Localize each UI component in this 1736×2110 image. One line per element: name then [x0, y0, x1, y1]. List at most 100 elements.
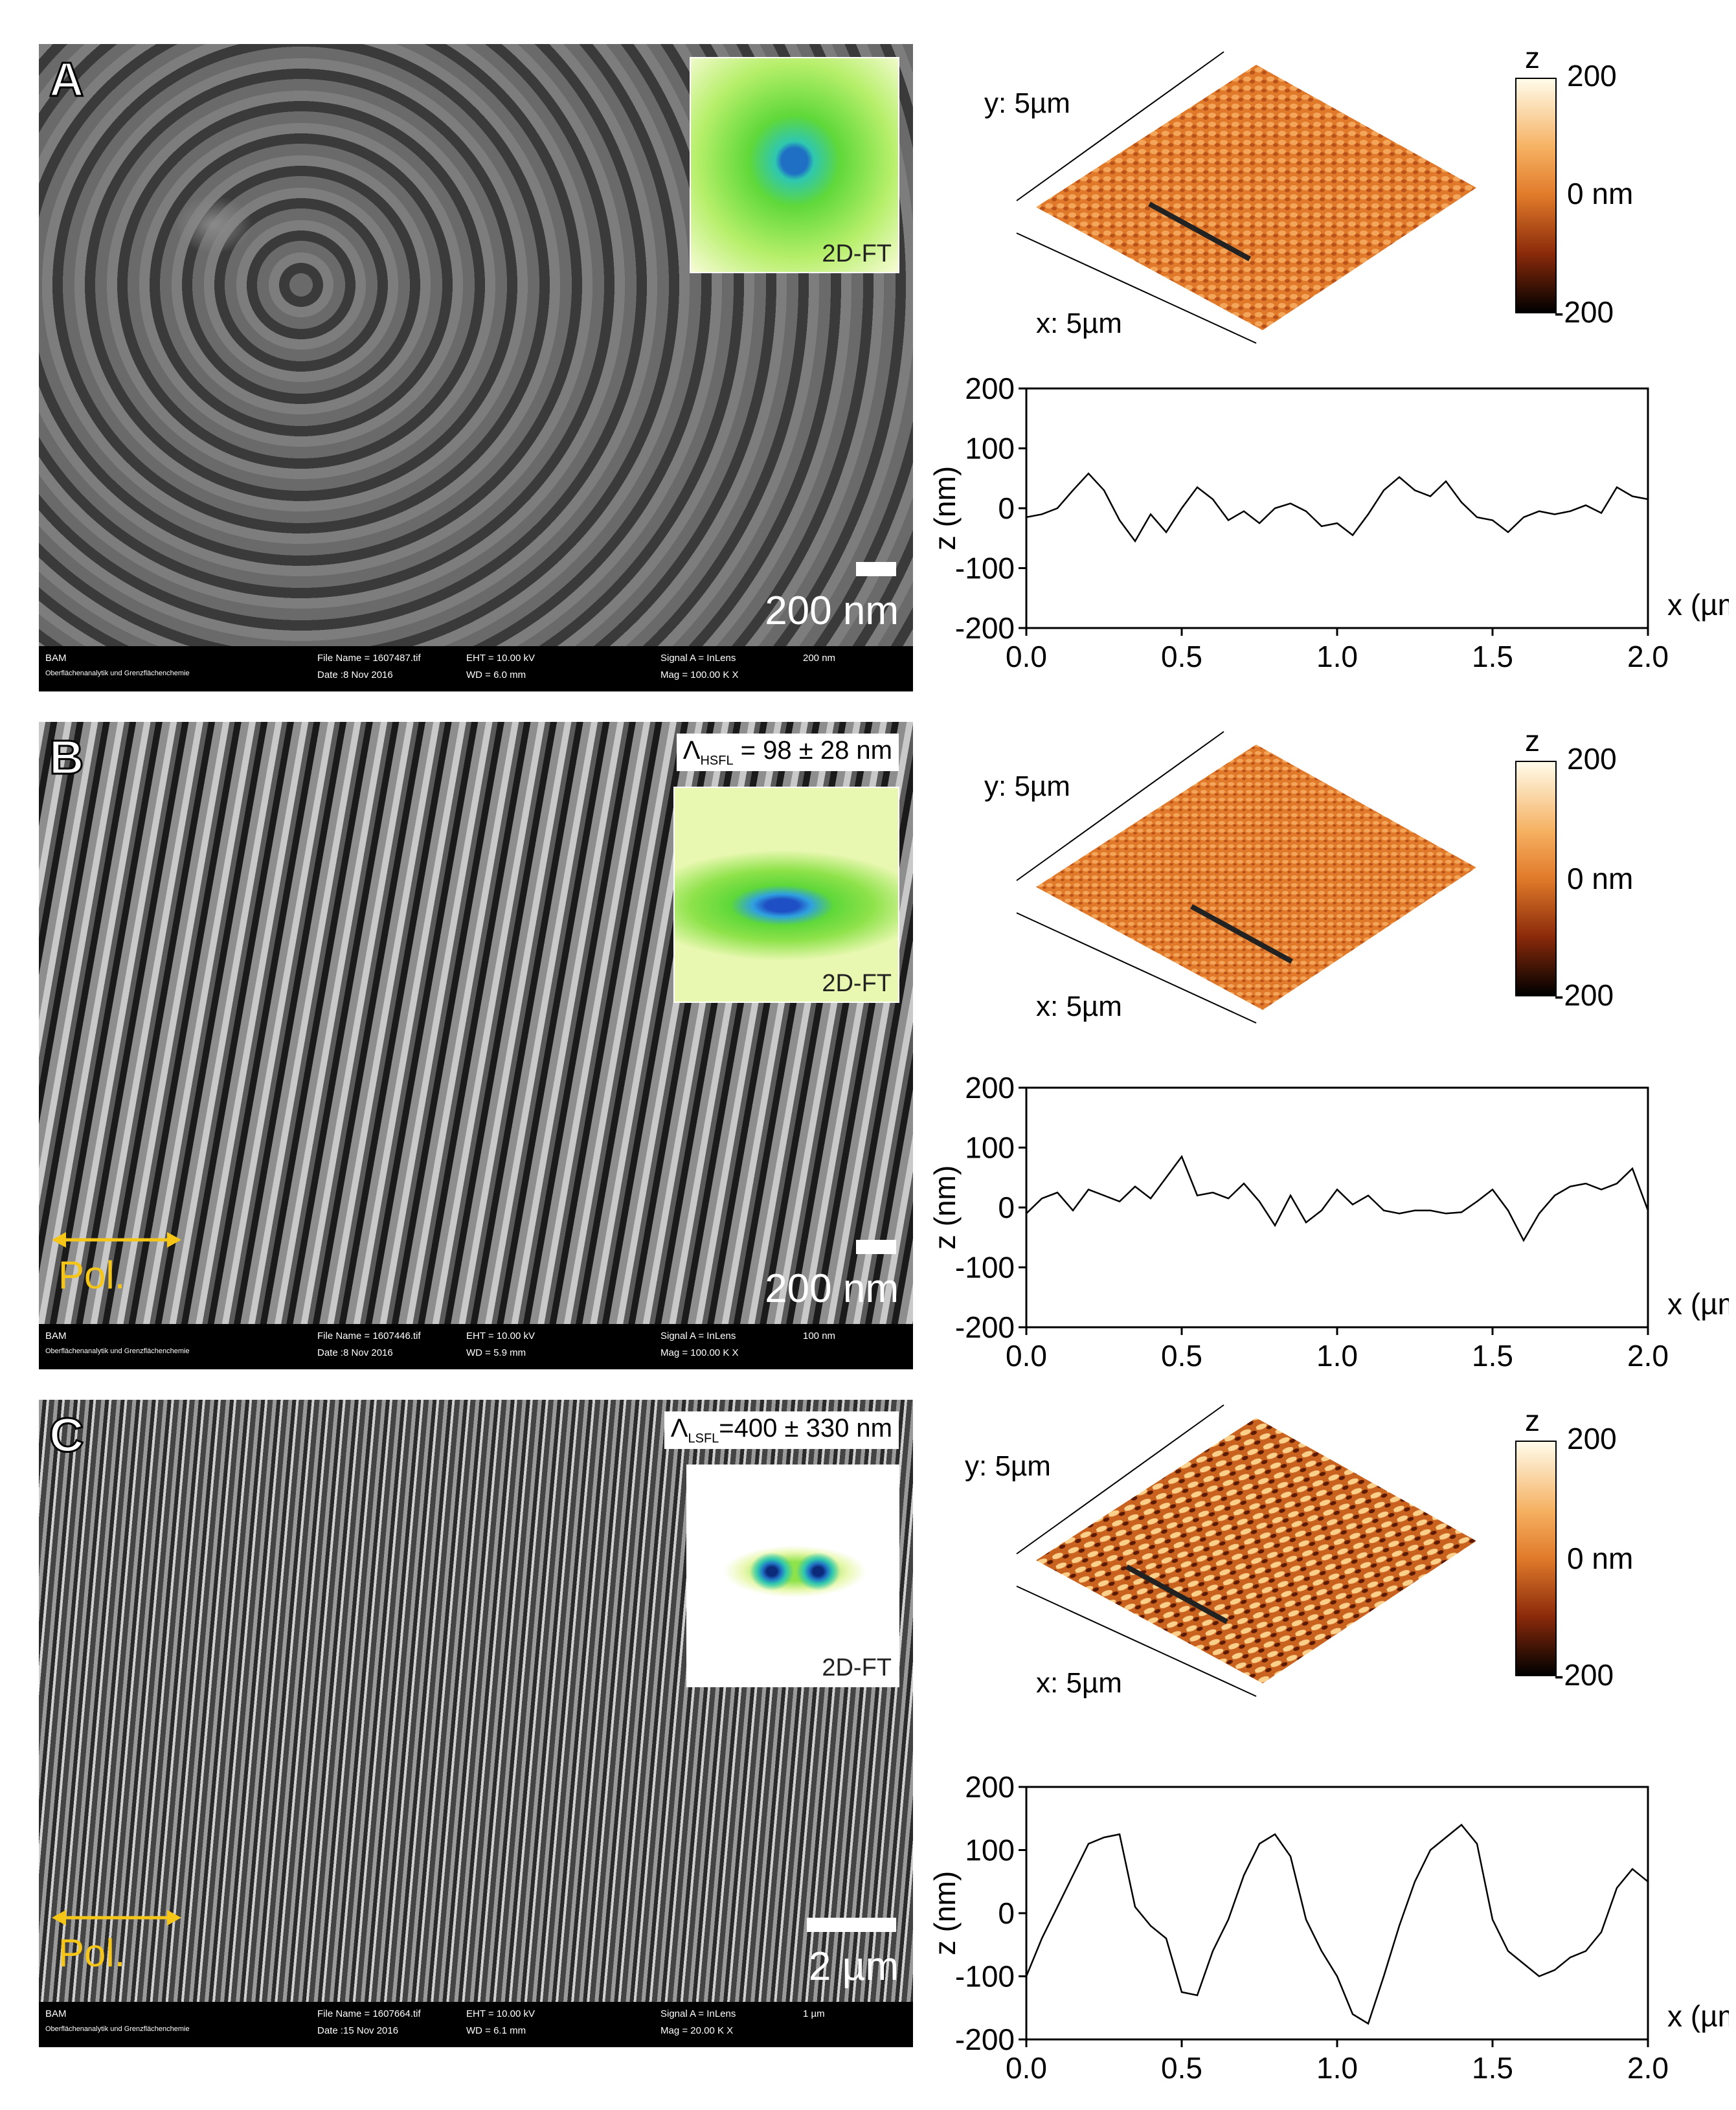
lambda-symbol: Λ [670, 1414, 688, 1442]
y-tick-label: 100 [965, 432, 1015, 466]
footer-date: Date :8 Nov 2016 [317, 1347, 393, 1358]
y-tick-label: -200 [955, 2023, 1015, 2056]
colorbar-mid-c: 0 nm [1567, 1542, 1634, 1575]
x-tick-label: 1.0 [1316, 1339, 1358, 1373]
pol-arrow-c [52, 1910, 181, 1925]
footer-eht: EHT = 10.00 kV [466, 653, 535, 664]
afm-xlabel-b: x: 5µm [1036, 991, 1122, 1022]
footer-bar: 1 µm [803, 2008, 825, 2019]
x-tick-label: 1.5 [1472, 2051, 1513, 2085]
x-tick-label: 0.0 [1006, 2051, 1047, 2085]
x-axis-label: x (µm) [1667, 1287, 1729, 1321]
y-tick-label: 0 [998, 1191, 1015, 1224]
footer-mag: Mag = 100.00 K X [660, 669, 739, 680]
colorbar-title-a: z [1525, 41, 1540, 74]
y-tick-label: -200 [955, 1310, 1015, 1344]
footer-file: File Name = 1607446.tif [317, 1330, 421, 1341]
scale-text-c: 2 µm [808, 1944, 899, 1989]
scale-bar-c [807, 1918, 896, 1932]
colorbar-bot-b: -200 [1554, 978, 1614, 1012]
colorbar-bot-a: -200 [1554, 295, 1614, 329]
panel-letter-a: A [48, 52, 84, 107]
x-tick-label: 0.5 [1161, 640, 1202, 673]
footer-signal: Signal A = InLens [660, 653, 736, 664]
fft-inset-b: 2D-FT [673, 787, 899, 1003]
x-tick-label: 1.5 [1472, 1339, 1513, 1373]
pol-label-b: Pol. [58, 1253, 126, 1297]
lambda-value: = 98 ± 28 nm [733, 736, 892, 765]
afm-3d-a [1016, 51, 1476, 344]
panel-letter-b: B [48, 730, 84, 785]
afm-xlabel-a: x: 5µm [1036, 308, 1122, 339]
footer-org: BAM [45, 1330, 67, 1341]
lambda-label-c: ΛLSFL=400 ± 330 nm [664, 1411, 899, 1449]
scale-bar-b [856, 1240, 896, 1254]
fft-inset-a: 2D-FT [690, 57, 899, 273]
lambda-symbol: Λ [682, 736, 701, 765]
afm-3d-b [1016, 731, 1476, 1024]
y-tick-label: -100 [955, 1960, 1015, 1993]
footer-wd: WD = 6.1 mm [466, 2025, 526, 2036]
afm-ylabel-b: y: 5µm [984, 770, 1070, 802]
y-tick-label: -100 [955, 552, 1015, 585]
y-tick-label: 100 [965, 1834, 1015, 1867]
afm-ylabel-c: y: 5µm [965, 1450, 1051, 1482]
x-tick-label: 2.0 [1627, 2051, 1669, 2085]
sem-image-b: B ΛHSFL = 98 ± 28 nm 2D-FT Pol. 200 nm B… [39, 722, 913, 1369]
afm-ylabel-a: y: 5µm [984, 87, 1070, 119]
profile-line [1026, 1154, 1649, 1242]
footer-file: File Name = 1607664.tif [317, 2008, 421, 2019]
footer-eht: EHT = 10.00 kV [466, 2008, 535, 2019]
pol-arrow-b [52, 1232, 181, 1248]
lambda-subscript: LSFL [688, 1431, 719, 1446]
x-tick-label: 2.0 [1627, 640, 1669, 673]
y-tick-label: 200 [965, 1075, 1015, 1105]
x-tick-label: 2.0 [1627, 1339, 1669, 1373]
footer-dept: Oberflächenanalytik und Grenzflächenchem… [45, 2025, 190, 2033]
sem-image-c: C ΛLSFL=400 ± 330 nm 2D-FT Pol. 2 µm BAM… [39, 1400, 913, 2047]
fft-label-c: 2D-FT [822, 1654, 892, 1681]
sem-image-a: A 2D-FT 200 nm BAM Oberflächenanalytik u… [39, 44, 913, 691]
x-axis-label: x (µm) [1667, 588, 1729, 622]
profile-line [1026, 472, 1649, 543]
colorbar-mid-b: 0 nm [1567, 862, 1634, 895]
fft-label-b: 2D-FT [822, 970, 892, 997]
y-tick-label: 200 [965, 376, 1015, 405]
colorbar-title-c: z [1525, 1404, 1540, 1437]
x-tick-label: 0.5 [1161, 2051, 1202, 2085]
footer-wd: WD = 5.9 mm [466, 1347, 526, 1358]
sem-footer-b: BAM Oberflächenanalytik und Grenzflächen… [39, 1324, 913, 1369]
x-axis-label: x (µm) [1667, 1999, 1729, 2033]
lambda-label-b: ΛHSFL = 98 ± 28 nm [676, 734, 899, 771]
plot-frame [1025, 1786, 1649, 2041]
sem-footer-c: BAM Oberflächenanalytik und Grenzflächen… [39, 2002, 913, 2047]
y-axis-label: z (nm) [932, 466, 962, 550]
colorbar-top-a: 200 [1567, 59, 1617, 93]
footer-org: BAM [45, 653, 67, 664]
footer-org: BAM [45, 2008, 67, 2019]
x-tick-label: 0.0 [1006, 640, 1047, 673]
colorbar-bot-c: -200 [1554, 1658, 1614, 1692]
y-tick-label: 200 [965, 1774, 1015, 1804]
footer-bar: 200 nm [803, 653, 836, 664]
y-tick-label: 0 [998, 1896, 1015, 1930]
scale-text-b: 200 nm [765, 1266, 899, 1311]
plot-frame [1025, 387, 1649, 629]
plot-frame [1025, 1086, 1649, 1329]
colorbar-c [1515, 1441, 1557, 1676]
colorbar-mid-a: 0 nm [1567, 177, 1634, 210]
x-tick-label: 0.5 [1161, 1339, 1202, 1373]
x-tick-label: 1.0 [1316, 2051, 1358, 2085]
colorbar-top-c: 200 [1567, 1422, 1617, 1455]
lambda-subscript: HSFL [700, 754, 734, 768]
footer-date: Date :8 Nov 2016 [317, 669, 393, 680]
colorbar-title-b: z [1525, 724, 1540, 758]
panel-letter-c: C [48, 1408, 84, 1463]
afm-3d-c [1016, 1404, 1476, 1697]
lambda-value: =400 ± 330 nm [719, 1414, 892, 1442]
fft-inset-c: 2D-FT [686, 1465, 899, 1687]
footer-file: File Name = 1607487.tif [317, 653, 421, 664]
y-axis-label: z (nm) [932, 1871, 962, 1955]
